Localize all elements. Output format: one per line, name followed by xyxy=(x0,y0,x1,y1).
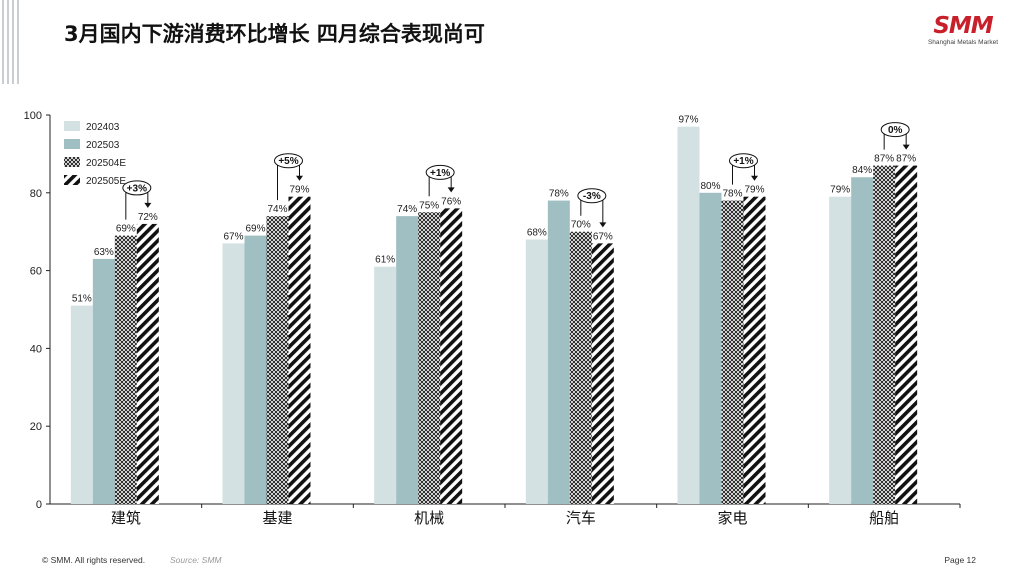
x-category-label: 机械 xyxy=(414,510,444,527)
change-arrow-icon xyxy=(751,175,758,181)
x-category-label: 家电 xyxy=(717,510,747,527)
legend-swatch xyxy=(64,121,80,131)
bar-202403 xyxy=(829,196,852,504)
bar-202503 xyxy=(851,177,874,505)
data-label: 97% xyxy=(678,115,698,126)
bar-202403 xyxy=(222,243,245,504)
slide-title: 3月国内下游消费环比增长 四月综合表现尚可 xyxy=(64,22,485,46)
footer-source: Source: SMM xyxy=(170,555,222,565)
change-arrow-icon xyxy=(296,175,303,181)
data-label: 79% xyxy=(289,185,309,196)
footer-page-number: Page 12 xyxy=(944,555,976,565)
data-label: 87% xyxy=(896,154,916,165)
change-bubble xyxy=(425,164,455,180)
data-label: 87% xyxy=(874,154,894,165)
bar-202505E xyxy=(136,223,159,505)
bar-202504E xyxy=(569,231,592,504)
data-label: 61% xyxy=(375,255,395,266)
data-label: 67% xyxy=(593,231,613,242)
bar-202503 xyxy=(396,216,419,504)
change-annotation: +3% xyxy=(127,183,147,194)
change-arrow-icon xyxy=(902,144,910,150)
data-label: 84% xyxy=(852,165,872,176)
data-label: 63% xyxy=(94,247,114,258)
bar-202504E xyxy=(114,235,137,504)
bar-202505E xyxy=(591,243,614,504)
change-bubble xyxy=(729,153,758,169)
bar-202504E xyxy=(266,216,289,504)
data-label: 79% xyxy=(744,185,764,196)
legend-swatch xyxy=(64,139,80,149)
data-label: 76% xyxy=(441,196,461,207)
legend-label: 202504E xyxy=(86,158,126,169)
bar-202505E xyxy=(743,196,766,504)
data-label: 72% xyxy=(138,212,158,223)
data-label: 69% xyxy=(116,224,136,235)
change-annotation: +5% xyxy=(278,156,298,167)
data-label: 70% xyxy=(571,220,591,231)
bar-202503 xyxy=(699,192,722,505)
data-label: 80% xyxy=(700,181,720,192)
change-bubble xyxy=(274,153,303,169)
change-arrow-icon xyxy=(447,187,455,193)
change-arrow-icon xyxy=(599,222,607,228)
bar-202403 xyxy=(374,266,397,504)
data-label: 68% xyxy=(527,227,547,238)
bar-202504E xyxy=(721,200,744,504)
legend-label: 202505E xyxy=(86,176,126,187)
x-category-label: 汽车 xyxy=(566,510,596,527)
y-tick-label: 40 xyxy=(30,343,42,355)
change-annotation: +1% xyxy=(733,156,753,167)
data-label: 75% xyxy=(419,200,439,211)
data-label: 51% xyxy=(72,294,92,305)
legend-swatch xyxy=(64,175,80,185)
y-tick-label: 100 xyxy=(24,110,42,122)
bar-202403 xyxy=(525,239,548,505)
change-bubble xyxy=(122,180,152,196)
legend-label: 202403 xyxy=(86,122,120,133)
logo-subtitle: Shanghai Metals Market xyxy=(927,39,999,46)
bar-202503 xyxy=(244,235,267,504)
bar-202504E xyxy=(873,165,896,504)
bar-202505E xyxy=(288,196,311,504)
smm-logo: SMM Shanghai Metals Market xyxy=(918,14,1008,47)
footer-copyright: © SMM. All rights reserved. xyxy=(42,555,146,565)
legend-label: 202503 xyxy=(86,140,120,151)
bar-202403 xyxy=(70,305,93,504)
y-tick-label: 60 xyxy=(30,266,42,278)
bar-202505E xyxy=(440,208,463,505)
data-label: 74% xyxy=(397,204,417,215)
left-edge-decoration xyxy=(0,0,22,84)
x-category-label: 建筑 xyxy=(111,510,141,527)
y-tick-label: 0 xyxy=(36,499,42,511)
data-label: 78% xyxy=(722,189,742,200)
data-label: 79% xyxy=(830,185,850,196)
data-label: 69% xyxy=(245,224,265,235)
bar-202503 xyxy=(547,200,570,504)
change-bubble xyxy=(577,188,607,204)
bar-202505E xyxy=(895,165,918,504)
bar-202403 xyxy=(677,126,700,505)
x-category-label: 基建 xyxy=(262,510,292,527)
change-arrow-icon xyxy=(144,202,152,208)
data-label: 67% xyxy=(223,231,243,242)
change-annotation: -3% xyxy=(583,191,601,202)
y-tick-label: 80 xyxy=(30,188,42,200)
change-annotation: +1% xyxy=(430,168,450,179)
change-bubble xyxy=(880,122,910,138)
x-category-label: 船舶 xyxy=(869,510,899,527)
change-annotation: 0% xyxy=(888,125,903,136)
data-label: 78% xyxy=(549,189,569,200)
legend-swatch xyxy=(64,157,80,167)
bar-202503 xyxy=(92,258,115,504)
bar-202504E xyxy=(418,212,441,504)
logo-wordmark: SMM xyxy=(933,13,993,39)
data-label: 74% xyxy=(267,204,287,215)
y-tick-label: 20 xyxy=(30,421,42,433)
